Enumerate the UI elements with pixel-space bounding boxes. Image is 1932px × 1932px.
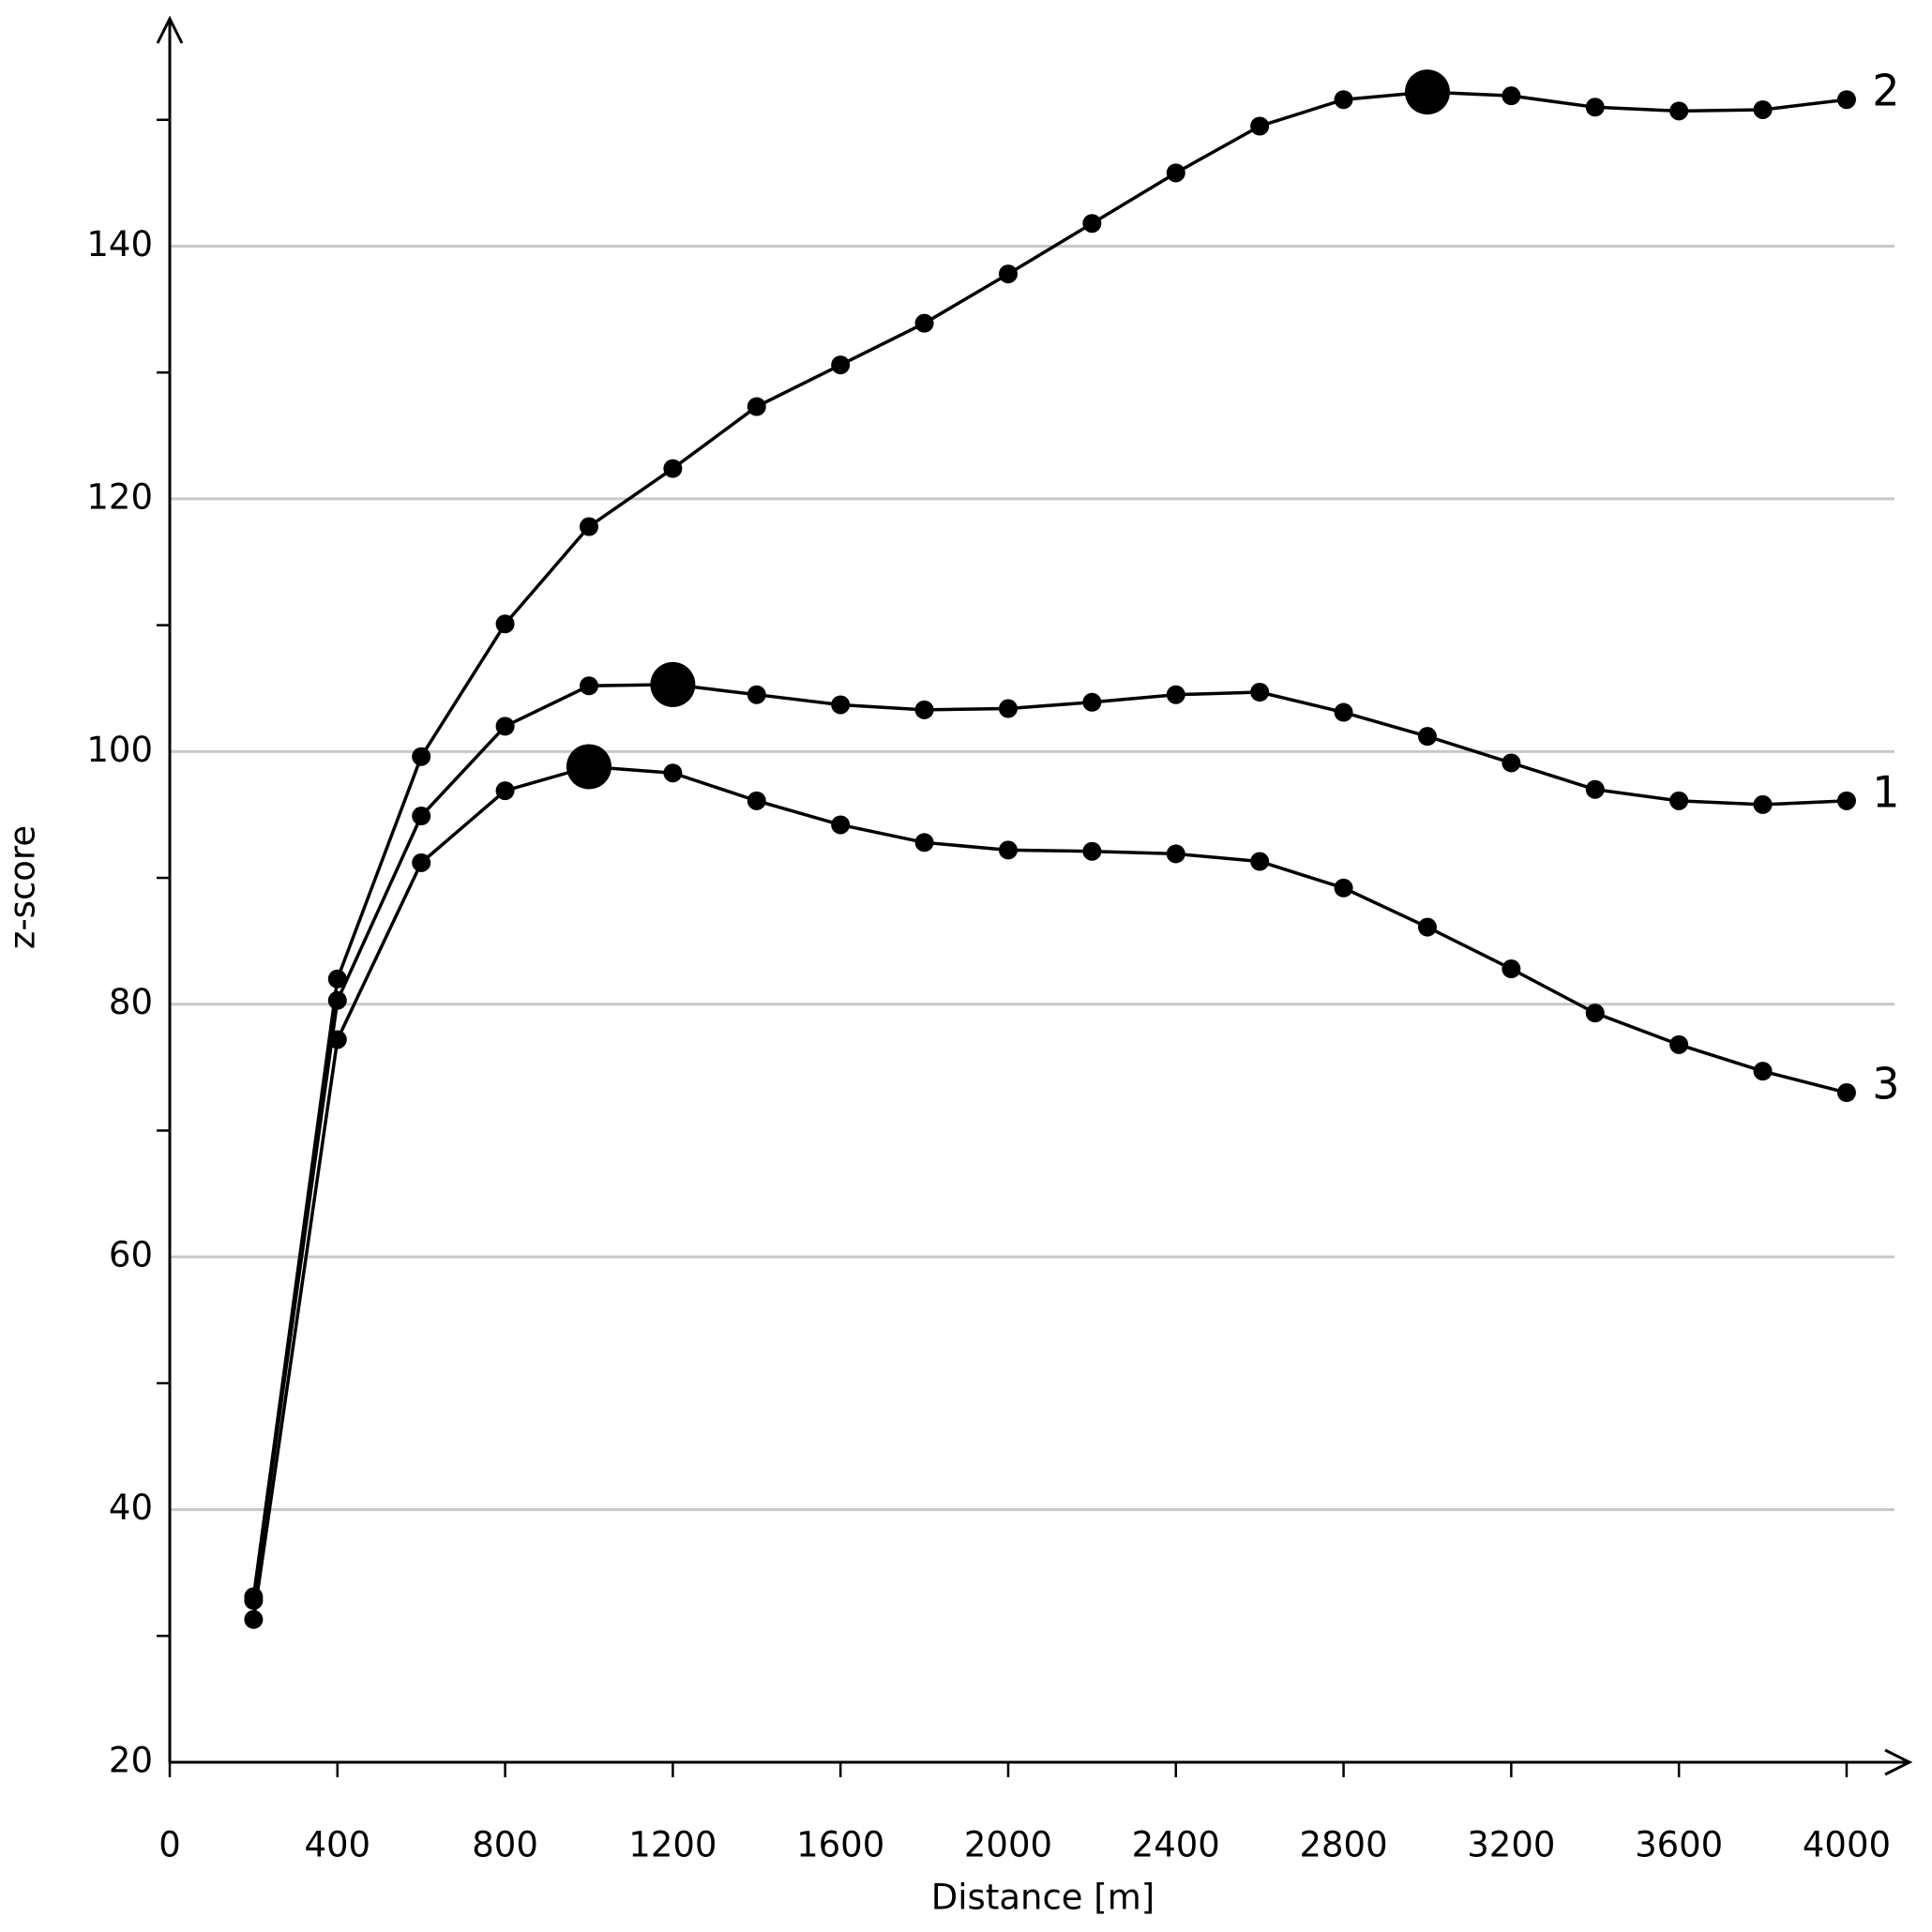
point xyxy=(831,355,851,375)
series-line xyxy=(251,90,1848,1597)
point xyxy=(495,717,515,736)
point xyxy=(412,747,431,766)
point xyxy=(1250,116,1270,136)
point xyxy=(1334,878,1353,898)
point xyxy=(998,699,1018,718)
point xyxy=(914,833,934,853)
point xyxy=(914,700,934,719)
y-axis-label: z-score xyxy=(3,825,43,949)
point xyxy=(412,807,431,826)
point xyxy=(663,459,683,478)
point xyxy=(495,614,515,634)
point xyxy=(495,781,515,801)
point xyxy=(1836,1083,1856,1103)
point xyxy=(579,517,598,536)
y-tick-label: 140 xyxy=(86,224,153,264)
series-line xyxy=(251,683,1848,1601)
point xyxy=(1669,101,1689,121)
peak-marker xyxy=(566,744,611,790)
point xyxy=(1166,844,1185,864)
peak-marker xyxy=(1404,69,1450,115)
y-tick-label: 40 xyxy=(109,1487,153,1528)
point xyxy=(1585,779,1605,799)
point xyxy=(1166,685,1185,704)
point xyxy=(1753,794,1773,814)
x-axis-arrow xyxy=(1884,1748,1913,1776)
point xyxy=(831,815,851,835)
y-tick-label: 120 xyxy=(86,476,153,517)
point xyxy=(1753,99,1773,119)
point xyxy=(998,264,1018,284)
point xyxy=(244,1609,264,1629)
point xyxy=(579,676,598,696)
x-tick-label: 0 xyxy=(158,1825,181,1865)
y-tick-label: 60 xyxy=(109,1235,153,1275)
point xyxy=(747,791,766,810)
point xyxy=(1585,1004,1605,1023)
x-tick-label: 2000 xyxy=(964,1825,1052,1865)
point xyxy=(327,969,347,989)
point xyxy=(1166,163,1185,183)
point xyxy=(1250,683,1270,702)
point xyxy=(1502,959,1521,979)
point xyxy=(1585,98,1605,117)
x-tick-label: 3200 xyxy=(1467,1825,1555,1865)
point xyxy=(244,1587,264,1607)
point xyxy=(1669,1034,1689,1054)
point xyxy=(1082,214,1102,234)
point xyxy=(747,685,766,704)
x-tick-label: 400 xyxy=(304,1825,370,1865)
point xyxy=(1334,90,1353,110)
point xyxy=(914,313,934,333)
x-tick-label: 4000 xyxy=(1803,1825,1891,1865)
x-tick-label: 1200 xyxy=(628,1825,717,1865)
point xyxy=(327,990,347,1010)
point xyxy=(327,1030,347,1049)
point xyxy=(1502,86,1521,106)
x-tick-label: 2400 xyxy=(1132,1825,1220,1865)
point xyxy=(998,840,1018,860)
point xyxy=(1836,791,1856,810)
point xyxy=(1417,917,1437,937)
y-tick-label: 100 xyxy=(86,730,153,770)
peak-marker xyxy=(650,661,696,707)
y-axis-arrow xyxy=(156,15,184,44)
point xyxy=(831,695,851,715)
series-label: 1 xyxy=(1872,766,1899,817)
series-label: 3 xyxy=(1872,1059,1899,1109)
y-tick-label: 20 xyxy=(109,1741,153,1781)
x-tick-label: 2800 xyxy=(1299,1825,1387,1865)
point xyxy=(1836,90,1856,110)
series-label: 2 xyxy=(1872,66,1899,116)
y-tick-label: 80 xyxy=(109,982,153,1022)
point xyxy=(412,853,431,872)
x-tick-label: 800 xyxy=(472,1825,538,1865)
point xyxy=(1753,1062,1773,1081)
point xyxy=(1250,852,1270,871)
x-tick-label: 3600 xyxy=(1635,1825,1723,1865)
point xyxy=(1082,841,1102,861)
point xyxy=(1082,692,1102,712)
series-line xyxy=(251,764,1848,1621)
x-tick-label: 1600 xyxy=(796,1825,884,1865)
point xyxy=(1334,702,1353,722)
point xyxy=(1417,727,1437,747)
point xyxy=(747,397,766,416)
x-axis-label: Distance [m] xyxy=(931,1878,1155,1918)
point xyxy=(1502,753,1521,773)
point xyxy=(1669,791,1689,810)
point xyxy=(663,763,683,783)
